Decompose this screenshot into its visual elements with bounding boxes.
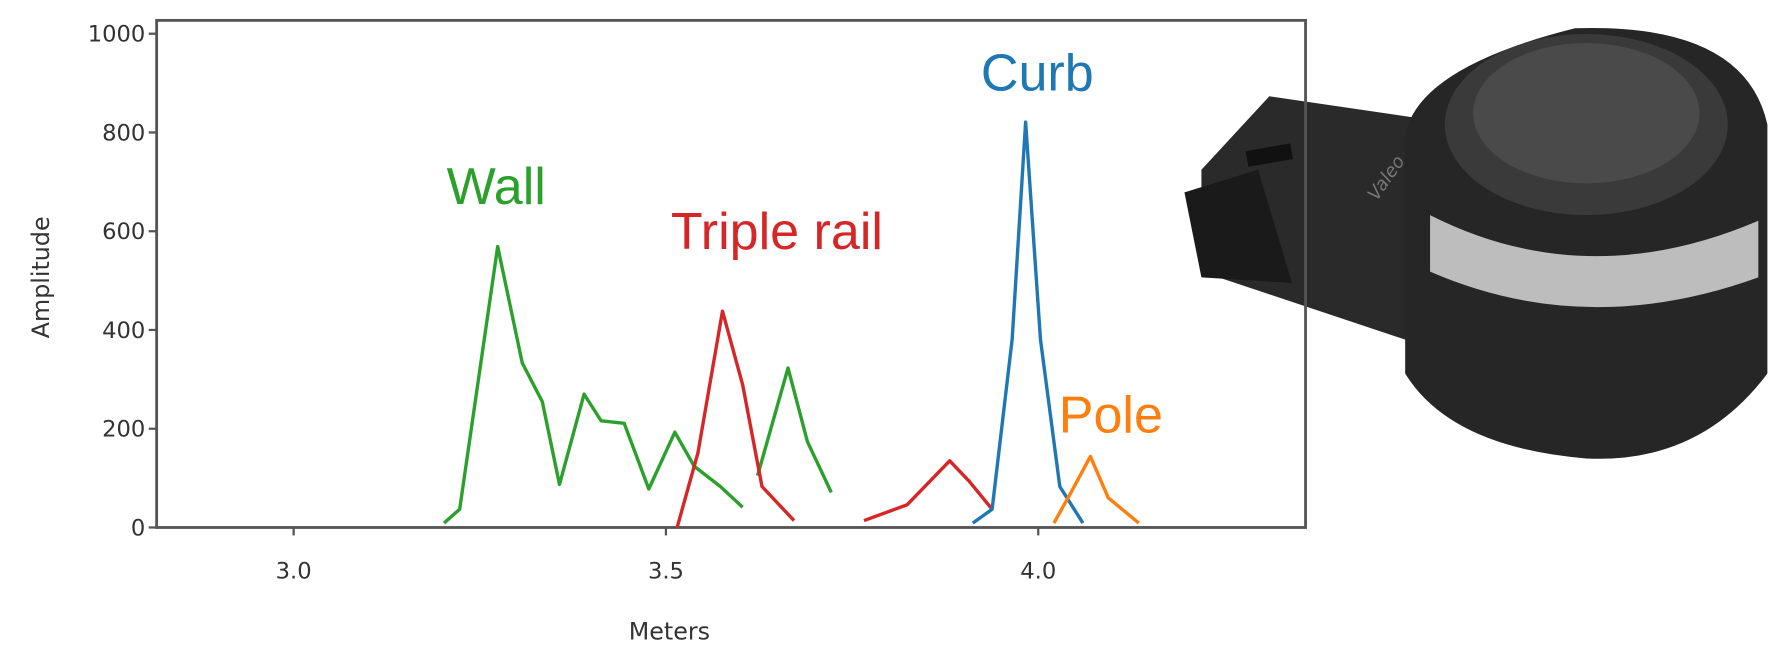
series-line [442,244,833,525]
plot-frame [155,18,1307,529]
x-tick-label: 3.0 [276,558,312,584]
series-label: Wall [447,158,546,216]
y-tick-label: 200 [102,417,145,443]
sensor-photo: Valeo [1184,28,1768,459]
series-label: Pole [1059,386,1163,444]
y-tick-label: 400 [102,318,145,344]
series-line [971,120,1085,525]
y-axis-label: Amplitude [27,216,55,338]
x-tick-label: 4.0 [1020,558,1056,584]
x-axis-label: Meters [629,618,710,646]
y-tick-label: 600 [102,219,145,245]
y-tick-label: 0 [131,515,145,541]
series-label: Triple rail [671,203,883,261]
y-tick-label: 1000 [88,22,146,48]
y-tick-label: 800 [102,120,145,146]
x-tick-label: 3.5 [648,558,684,584]
series-line [1052,454,1140,525]
series-label: Curb [981,45,1094,103]
series-line [675,309,994,528]
